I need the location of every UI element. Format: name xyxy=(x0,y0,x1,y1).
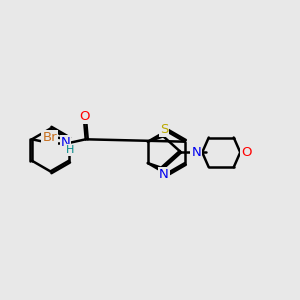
Text: H: H xyxy=(66,145,74,155)
Text: O: O xyxy=(80,110,90,123)
Text: O: O xyxy=(241,146,251,159)
Text: N: N xyxy=(191,146,201,159)
Text: N: N xyxy=(61,136,70,149)
Text: N: N xyxy=(159,169,169,182)
Text: S: S xyxy=(160,123,168,136)
Text: Br: Br xyxy=(42,131,57,144)
